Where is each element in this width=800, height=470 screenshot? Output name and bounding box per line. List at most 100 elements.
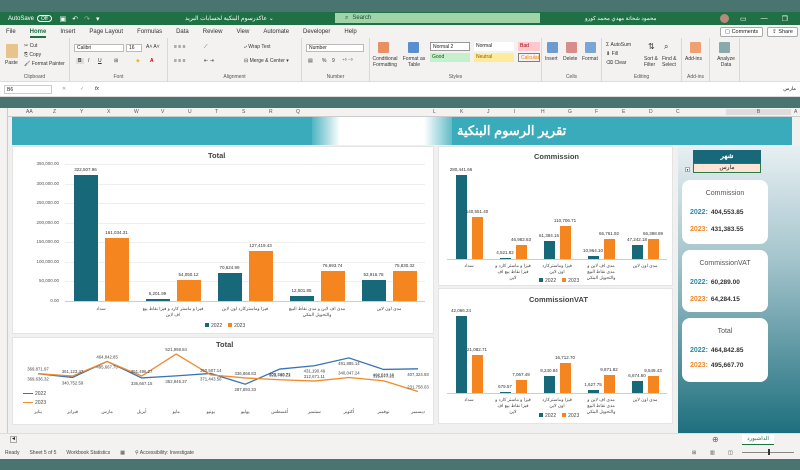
bar-2023[interactable] bbox=[392, 271, 417, 301]
style-normal[interactable]: Normal bbox=[474, 42, 514, 51]
tab-file[interactable]: File bbox=[6, 28, 16, 35]
grow-font-icon[interactable]: A˄ A˅ bbox=[146, 44, 160, 50]
decimal-icons[interactable]: ⁺⁰ ⁻⁰ bbox=[342, 58, 353, 64]
accounting-icon[interactable]: ▤ bbox=[308, 58, 313, 64]
add-sheet-button[interactable]: ⊕ bbox=[712, 435, 719, 444]
cancel-icon[interactable]: ✕ bbox=[62, 86, 67, 92]
scroll-left-icon[interactable]: ◂ bbox=[10, 436, 17, 443]
accessibility-status[interactable]: ⚲ Accessibility: Investigate bbox=[134, 450, 194, 456]
find-select-button[interactable]: Find & Select bbox=[662, 56, 677, 68]
col-header[interactable]: L bbox=[433, 109, 436, 115]
name-box[interactable]: B6 bbox=[4, 85, 52, 94]
format-as-table-icon[interactable] bbox=[408, 42, 419, 53]
conditional-formatting-button[interactable]: Conditional Formatting bbox=[372, 56, 398, 68]
indent-icons[interactable]: ⇤ ⇥ bbox=[204, 58, 214, 64]
style-good[interactable]: Good bbox=[430, 53, 470, 62]
ribbon-display-icon[interactable]: ▭ bbox=[740, 15, 747, 23]
minimize-button[interactable]: — bbox=[760, 14, 768, 22]
bar-2023[interactable] bbox=[647, 375, 659, 393]
bar-2022[interactable] bbox=[587, 255, 599, 259]
vertical-align-icons[interactable]: ≡ ≡ ≡ bbox=[174, 44, 186, 50]
cut-button[interactable]: ✂ Cut bbox=[24, 43, 38, 49]
tab-help[interactable]: Help bbox=[344, 28, 357, 35]
share-button[interactable]: ⇪ Share bbox=[767, 26, 798, 37]
page-layout-view-icon[interactable]: ▥ bbox=[710, 450, 715, 456]
clear-button[interactable]: ⌫ Clear bbox=[606, 60, 627, 66]
col-header[interactable]: A bbox=[794, 109, 798, 115]
col-header[interactable]: H bbox=[541, 109, 545, 115]
col-header[interactable]: S bbox=[242, 109, 246, 115]
save-icon[interactable]: ▣ bbox=[59, 15, 67, 23]
italic-button[interactable]: I bbox=[88, 58, 90, 64]
enter-icon[interactable]: ✓ bbox=[80, 86, 85, 92]
total-line-chart[interactable]: Total 369,636.32 340,752.59 495,667.70 336,… bbox=[12, 337, 434, 425]
autosum-button[interactable]: Σ AutoSum bbox=[606, 42, 632, 48]
col-header[interactable]: E bbox=[622, 109, 626, 115]
find-icon[interactable]: ⌕ bbox=[664, 42, 669, 51]
zoom-slider-thumb[interactable] bbox=[768, 449, 770, 455]
bar-2022[interactable] bbox=[631, 244, 643, 259]
font-name-select[interactable]: Calibri bbox=[74, 44, 124, 52]
redo-icon[interactable]: ↷ bbox=[84, 15, 90, 23]
col-header[interactable]: G bbox=[568, 109, 572, 115]
col-header[interactable]: T bbox=[215, 109, 219, 115]
col-header[interactable]: R bbox=[269, 109, 273, 115]
tab-data[interactable]: Data bbox=[176, 28, 189, 35]
col-header[interactable]: Z bbox=[53, 109, 57, 115]
workbook-statistics[interactable]: Workbook Statistics bbox=[66, 450, 111, 456]
number-format-select[interactable]: Number bbox=[306, 44, 364, 52]
font-color-icon[interactable]: A bbox=[150, 58, 154, 64]
format-cells-icon[interactable] bbox=[585, 42, 596, 53]
bar-2022[interactable] bbox=[499, 391, 511, 393]
sort-filter-icon[interactable]: ⇅ bbox=[648, 42, 655, 51]
dropdown-arrow-icon[interactable]: ▾ bbox=[685, 167, 690, 172]
comma-button[interactable]: 9 bbox=[332, 58, 335, 64]
style-neutral[interactable]: Neutral bbox=[474, 53, 514, 62]
col-header[interactable]: X bbox=[107, 109, 111, 115]
bar-2023[interactable] bbox=[647, 239, 659, 259]
style-calculation[interactable]: Calculation bbox=[518, 53, 540, 62]
bar-2022[interactable] bbox=[289, 296, 314, 301]
underline-button[interactable]: U bbox=[98, 58, 102, 64]
avatar[interactable] bbox=[720, 14, 729, 23]
bar-2022[interactable] bbox=[455, 316, 467, 393]
col-header[interactable]: K bbox=[460, 109, 464, 115]
commission-chart[interactable]: Commission 280,441.66 140,551.40 4,521.82 4… bbox=[438, 146, 673, 286]
tab-review[interactable]: Review bbox=[202, 28, 223, 35]
analyze-data-icon[interactable] bbox=[719, 42, 730, 53]
percent-button[interactable]: % bbox=[322, 58, 327, 64]
bar-2022[interactable] bbox=[631, 380, 643, 393]
col-header[interactable]: D bbox=[649, 109, 653, 115]
format-button[interactable]: Format bbox=[582, 56, 598, 62]
bar-2023[interactable] bbox=[248, 251, 273, 301]
conditional-formatting-icon[interactable] bbox=[378, 42, 389, 53]
search-box[interactable]: ⌕ Search bbox=[335, 13, 540, 23]
paste-button[interactable]: Paste bbox=[5, 60, 18, 66]
bar-2022[interactable] bbox=[145, 298, 170, 301]
bar-2023[interactable] bbox=[320, 270, 345, 301]
bar-2022[interactable] bbox=[361, 279, 386, 301]
bar-2023[interactable] bbox=[471, 216, 483, 259]
col-header[interactable]: J bbox=[487, 109, 490, 115]
orientation-icon[interactable]: ⟋ bbox=[204, 44, 208, 50]
line-2022[interactable] bbox=[37, 357, 419, 385]
bar-2023[interactable] bbox=[559, 362, 571, 393]
commission-vat-chart[interactable]: CommissionVAT 42,066.24 21,082.71 679.57 7,… bbox=[438, 288, 673, 424]
insert-cells-icon[interactable] bbox=[547, 42, 558, 53]
tab-formulas[interactable]: Formulas bbox=[137, 28, 163, 35]
fill-color-icon[interactable]: ◈ bbox=[136, 58, 140, 64]
bar-2023[interactable] bbox=[515, 380, 527, 393]
paste-icon[interactable] bbox=[6, 44, 18, 58]
tab-insert[interactable]: Insert bbox=[60, 28, 76, 35]
addins-icon[interactable] bbox=[690, 42, 701, 53]
bar-2022[interactable] bbox=[543, 376, 555, 393]
bar-2023[interactable] bbox=[515, 244, 527, 259]
bar-2022[interactable] bbox=[587, 390, 599, 393]
tab-home[interactable]: Home bbox=[29, 28, 47, 38]
bar-2023[interactable] bbox=[471, 354, 483, 393]
restore-button[interactable]: ❐ bbox=[781, 15, 788, 23]
tab-view[interactable]: View bbox=[236, 28, 250, 35]
comments-button[interactable]: ▢ Comments bbox=[719, 26, 764, 37]
col-header[interactable]: Q bbox=[296, 109, 300, 115]
line-2023[interactable] bbox=[37, 353, 419, 393]
